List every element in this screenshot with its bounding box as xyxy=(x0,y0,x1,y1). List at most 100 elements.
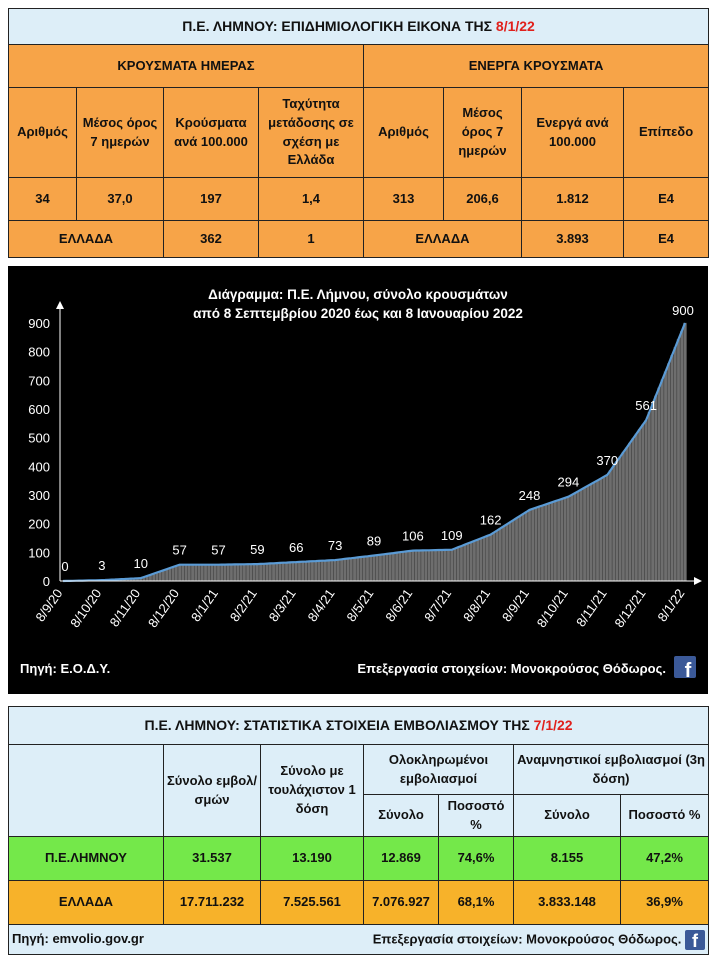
chart-bar xyxy=(676,338,681,582)
vacc-credit-cell: Επεξεργασία στοιχείων: Μονοκρούσος Θόδωρ… xyxy=(363,924,710,955)
chart-bar xyxy=(258,563,263,582)
col-total-vaccinations: Σύνολο εμβολ/σμών xyxy=(163,744,261,837)
chart-bar xyxy=(219,564,224,582)
facebook-icon[interactable]: f xyxy=(674,656,696,682)
chart-bar xyxy=(449,549,454,582)
chart-bar xyxy=(168,567,172,582)
chart-bar xyxy=(462,544,467,582)
vaccination-table: Π.Ε. ΛΗΜΝΟΥ: ΣΤΑΤΙΣΤΙΚΑ ΣΤΟΙΧΕΙΑ ΕΜΒΟΛΙΑ… xyxy=(7,706,710,955)
chart-bar xyxy=(171,566,175,582)
vacc-cell: 17.711.232 xyxy=(163,880,261,925)
chart-bar xyxy=(174,565,179,582)
chart-bar xyxy=(190,564,195,582)
chart-bar xyxy=(255,563,260,582)
chart-bar xyxy=(657,387,661,582)
chart-bar xyxy=(330,560,334,582)
x-tick-label: 8/2/21 xyxy=(227,586,260,624)
chart-bar xyxy=(521,513,525,582)
chart-title-line1: Διάγραμμα: Π.Ε. Λήμνου, σύνολο κρουσμάτω… xyxy=(208,287,508,302)
svg-text:f: f xyxy=(685,660,692,682)
y-axis-arrow xyxy=(56,301,64,309)
vacc-cell: 31.537 xyxy=(163,836,261,881)
chart-bar xyxy=(511,519,516,582)
chart-bar xyxy=(563,497,567,582)
chart-bar xyxy=(164,568,169,582)
chart-bar xyxy=(595,480,600,582)
chart-bar xyxy=(534,507,538,582)
chart-bar xyxy=(618,456,623,582)
chart-bar xyxy=(197,564,201,582)
data-label: 0 xyxy=(61,559,68,574)
x-tick-label: 8/12/21 xyxy=(611,586,648,630)
chart-bar xyxy=(391,552,396,582)
y-tick-label: 0 xyxy=(43,574,50,589)
chart-bar xyxy=(223,564,227,582)
y-tick-label: 200 xyxy=(28,517,50,532)
chart-bar xyxy=(343,558,347,582)
chart-bar xyxy=(446,549,451,582)
col-header: Αριθμός xyxy=(363,87,444,178)
chart-bar xyxy=(472,540,477,582)
chart-source: Πηγή: Ε.Ο.Δ.Υ. xyxy=(20,661,110,676)
y-tick-label: 100 xyxy=(28,545,50,560)
y-tick-label: 600 xyxy=(28,402,50,417)
chart-bar xyxy=(443,549,448,582)
data-label: 900 xyxy=(672,303,694,318)
chart-bar xyxy=(242,564,247,582)
col-header: Ενεργά ανά 100.000 xyxy=(521,87,624,178)
vacc-cell: 8.155 xyxy=(513,836,621,881)
cases-table-title: Π.Ε. ΛΗΜΝΟΥ: ΕΠΙΔΗΜΙΟΛΟΓΙΚΗ ΕΙΚΟΝΑ ΤΗΣ 8… xyxy=(7,8,710,45)
chart-bar xyxy=(569,494,574,582)
chart-bar xyxy=(508,522,512,582)
chart-bar xyxy=(540,505,545,582)
col-header: Κρούσματα ανά 100.000 xyxy=(163,87,259,178)
chart-series-line xyxy=(62,322,687,583)
data-label: 106 xyxy=(402,529,424,544)
col-header: Επίπεδο xyxy=(622,87,710,178)
chart-bar xyxy=(475,539,480,582)
lemnos-cell: 197 xyxy=(163,177,259,221)
chart-bar xyxy=(271,563,276,582)
x-tick-label: 8/10/21 xyxy=(534,586,571,630)
daily-cases-header: ΚΡΟΥΣΜΑΤΑ ΗΜΕΡΑΣ xyxy=(8,44,364,88)
sub-total: Σύνολο xyxy=(363,794,439,837)
chart-bar xyxy=(352,557,357,582)
data-label: 294 xyxy=(558,475,580,490)
lemnos-cell: 34 xyxy=(8,177,77,221)
chart-bar xyxy=(566,496,571,582)
chart-bar xyxy=(624,447,629,582)
chart-bar xyxy=(252,563,256,582)
chart-bar xyxy=(323,560,328,582)
chart-bar xyxy=(628,442,632,582)
vacc-title-text: Π.Ε. ΛΗΜΝΟΥ: ΣΤΑΤΙΣΤΙΚΑ ΣΤΟΙΧΕΙΑ ΕΜΒΟΛΙΑ… xyxy=(144,717,534,734)
x-axis-arrow xyxy=(694,577,702,585)
chart-bar xyxy=(537,506,542,582)
vacc-cell: ΕΛΛΑΔΑ xyxy=(8,880,164,925)
chart-bar xyxy=(430,549,435,582)
y-tick-label: 800 xyxy=(28,345,50,360)
chart-bar xyxy=(210,564,214,582)
chart-bar xyxy=(229,564,234,582)
chart-bar xyxy=(268,563,273,582)
col-completed: Ολοκληρωμένοι εμβολιασμοί xyxy=(363,744,514,795)
x-tick-label: 8/11/20 xyxy=(107,586,144,629)
chart-bar xyxy=(469,541,473,582)
col-header: Μέσος όρος 7 ημερών xyxy=(443,87,522,178)
chart-bar xyxy=(560,498,564,582)
chart-bar xyxy=(236,564,240,582)
data-label: 248 xyxy=(519,488,541,503)
chart-bar xyxy=(359,556,363,582)
chart-bar xyxy=(433,549,438,582)
x-tick-label: 8/12/20 xyxy=(145,586,182,630)
facebook-icon[interactable]: f xyxy=(685,929,706,951)
col-booster: Αναμνηστικοί εμβολιασμοί (3η δόση) xyxy=(512,744,710,795)
chart-bar xyxy=(505,524,509,582)
chart-bar xyxy=(398,552,402,582)
chart-bar xyxy=(232,564,237,582)
chart-bar xyxy=(362,556,367,582)
cases-chart-svg: Διάγραμμα: Π.Ε. Λήμνου, σύνολο κρουσμάτω… xyxy=(20,287,702,682)
chart-bar xyxy=(206,564,211,582)
chart-bar xyxy=(356,557,360,582)
chart-bar xyxy=(381,554,386,582)
chart-title-line2: από 8 Σεπτεμβρίου 2020 έως και 8 Ιανουαρ… xyxy=(193,306,523,321)
